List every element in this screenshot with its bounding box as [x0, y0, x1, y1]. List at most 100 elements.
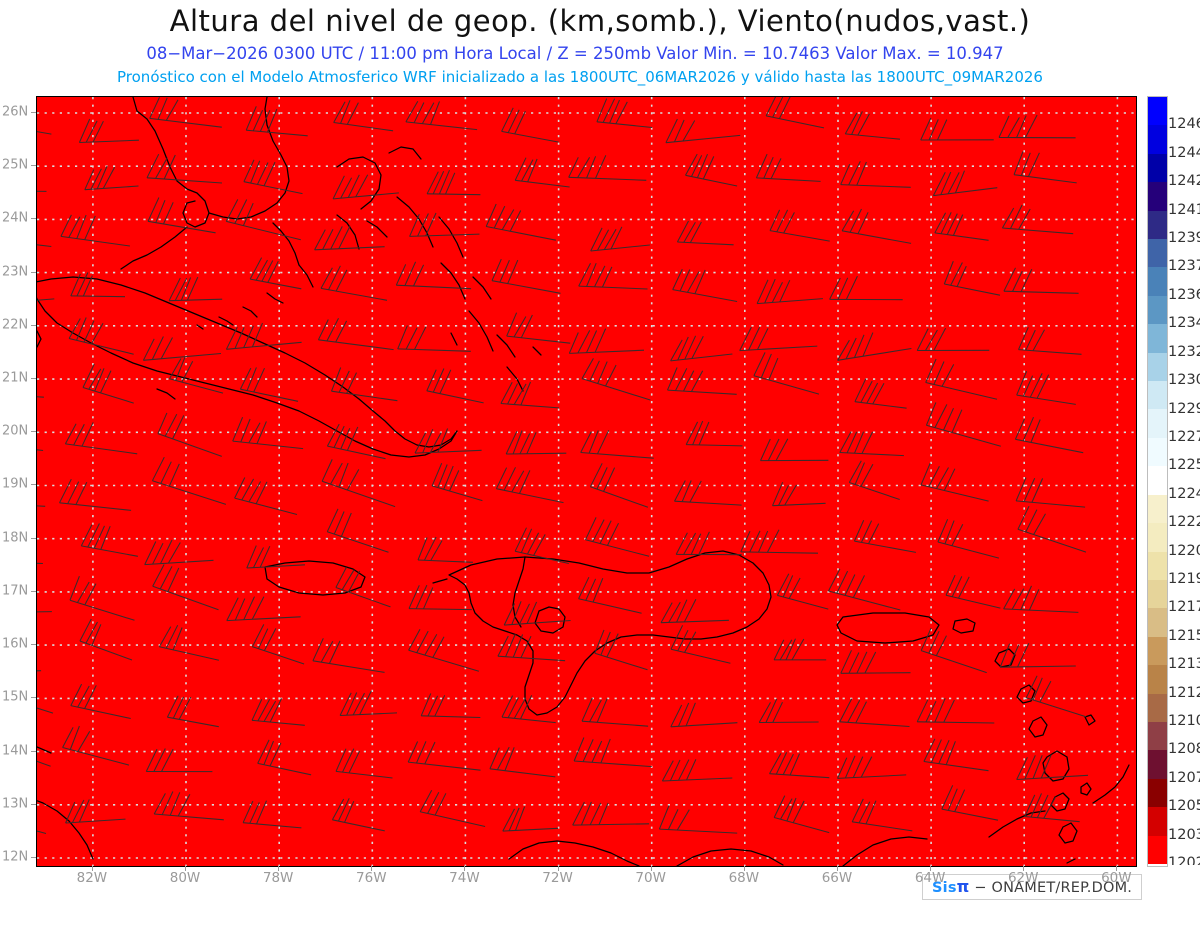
x-axis-tick-mark — [464, 866, 466, 871]
y-axis-tick-mark — [31, 165, 36, 167]
colorbar-tick-label: 12343 — [1168, 315, 1200, 332]
badge-pi-symbol: π — [956, 877, 970, 896]
colorbar-tick-label: 12207 — [1168, 542, 1200, 559]
colorbar-swatch — [1148, 239, 1167, 268]
colorbar-swatch — [1148, 352, 1167, 382]
colorbar-swatch — [1148, 409, 1167, 438]
y-axis-tick-label: 16N — [2, 636, 29, 652]
x-axis-tick-label: 68W — [728, 870, 760, 886]
y-axis-tick-label: 20N — [2, 423, 29, 439]
x-axis-tick-mark — [650, 866, 652, 871]
colorbar-swatch — [1148, 778, 1167, 808]
y-axis-tick-label: 23N — [2, 264, 29, 280]
x-axis-tick-mark — [836, 866, 838, 871]
colorbar-swatch — [1148, 125, 1167, 154]
colorbar[interactable] — [1147, 96, 1168, 867]
wind-barbs-layer — [37, 97, 1089, 835]
colorbar-swatch — [1148, 835, 1167, 864]
colorbar-tick-label: 12326 — [1168, 343, 1200, 360]
colorbar-swatch — [1148, 267, 1167, 296]
y-axis-tick-label: 24N — [2, 210, 29, 226]
y-axis-tick-label: 12N — [2, 849, 29, 865]
colorbar-swatch — [1148, 295, 1167, 325]
y-axis-tick-mark — [31, 644, 36, 646]
x-axis-tick-label: 66W — [821, 870, 853, 886]
y-axis-tick-label: 26N — [2, 104, 29, 120]
colorbar-tick-label: 12445 — [1168, 144, 1200, 161]
x-axis-tick-mark — [930, 866, 932, 871]
x-axis-tick-mark — [1023, 866, 1025, 871]
colorbar-tick-label: 12224 — [1168, 514, 1200, 531]
colorbar-swatch — [1148, 466, 1167, 495]
y-axis-tick-mark — [31, 803, 36, 805]
y-axis-tick-label: 21N — [2, 370, 29, 386]
x-axis-tick-mark — [91, 866, 93, 871]
page-title: Altura del nivel de geop. (km,somb.), Vi… — [169, 4, 1031, 38]
x-axis-tick-label: 78W — [262, 870, 294, 886]
colorbar-swatch — [1148, 579, 1167, 609]
y-axis-tick-mark — [31, 271, 36, 273]
y-axis-tick-mark — [31, 697, 36, 699]
colorbar-swatch — [1148, 523, 1167, 552]
y-axis-tick-label: 17N — [2, 583, 29, 599]
x-axis-tick-label: 62W — [1007, 870, 1039, 886]
colorbar-tick-label: 12020 — [1168, 855, 1200, 865]
x-axis-tick-label: 72W — [542, 870, 573, 886]
y-axis-tick-mark — [31, 218, 36, 220]
x-axis-tick-label: 74W — [449, 870, 480, 886]
x-axis-tick-mark — [278, 866, 280, 871]
y-axis-tick-label: 13N — [2, 796, 29, 812]
y-axis-tick-label: 18N — [2, 530, 29, 546]
colorbar-tick-label: 12428 — [1168, 173, 1200, 190]
colorbar-tick-label: 12156 — [1168, 627, 1200, 644]
badge-org-text: − ONAMET/REP.DOM. — [974, 880, 1133, 896]
colorbar-swatch — [1148, 182, 1167, 211]
x-axis-tick-label: 60W — [1101, 870, 1132, 886]
colorbar-swatch — [1148, 636, 1167, 666]
y-axis-tick-mark — [31, 537, 36, 539]
colorbar-tick-label: 12122 — [1168, 684, 1200, 701]
x-axis-tick-label: 82W — [76, 870, 108, 886]
colorbar-tick-label: 12071 — [1168, 769, 1200, 786]
colorbar-tick-label: 12258 — [1168, 457, 1200, 474]
colorbar-swatch — [1148, 437, 1167, 467]
y-axis-tick-label: 14N — [2, 743, 29, 759]
y-axis-tick-label: 22N — [2, 317, 29, 333]
subtitle-valid-time: 08−Mar−2026 0300 UTC / 11:00 pm Hora Loc… — [146, 44, 1004, 63]
colorbar-tick-label: 12394 — [1168, 230, 1200, 246]
colorbar-tick-label: 12360 — [1168, 286, 1200, 303]
colorbar-swatch — [1148, 153, 1167, 183]
x-axis-tick-mark — [743, 866, 745, 871]
colorbar-tick-label: 12088 — [1168, 741, 1200, 758]
colorbar-tick-label: 12411 — [1168, 201, 1200, 218]
attribution-badge: Sisπ − ONAMET/REP.DOM. — [922, 874, 1143, 900]
colorbar-swatch — [1148, 721, 1167, 751]
colorbar-tick-label: 12377 — [1168, 258, 1200, 275]
x-axis-tick-label: 76W — [356, 870, 387, 886]
colorbar-swatch — [1148, 494, 1167, 524]
y-axis-tick-mark — [31, 857, 36, 859]
colorbar-swatch — [1148, 807, 1167, 836]
colorbar-swatch — [1148, 381, 1167, 410]
colorbar-labels: 12462 12445 12428 12411 12394 12377 12360 12343… — [1168, 96, 1200, 865]
colorbar-tick-label: 12037 — [1168, 826, 1200, 843]
colorbar-swatch — [1148, 608, 1167, 637]
colorbar-swatch — [1148, 551, 1167, 580]
y-axis-tick-mark — [31, 378, 36, 380]
x-axis-tick-mark — [1116, 866, 1118, 871]
colorbar-tick-label: 12190 — [1168, 570, 1200, 587]
map-panel[interactable] — [36, 96, 1137, 867]
colorbar-swatch — [1148, 324, 1167, 353]
gridlines-layer — [37, 97, 1136, 866]
y-axis-tick-label: 19N — [2, 476, 29, 492]
x-axis-tick-mark — [557, 866, 559, 871]
colorbar-swatch — [1148, 210, 1167, 240]
y-axis-tick-mark — [31, 324, 36, 326]
colorbar-tick-label: 12139 — [1168, 656, 1200, 673]
y-axis-tick-mark — [31, 484, 36, 486]
colorbar-swatch — [1148, 693, 1167, 722]
colorbar-swatch — [1148, 750, 1167, 779]
y-axis-tick-label: 15N — [2, 689, 29, 705]
subtitle-model-info: Pronóstico con el Modelo Atmosferico WRF… — [117, 68, 1043, 86]
